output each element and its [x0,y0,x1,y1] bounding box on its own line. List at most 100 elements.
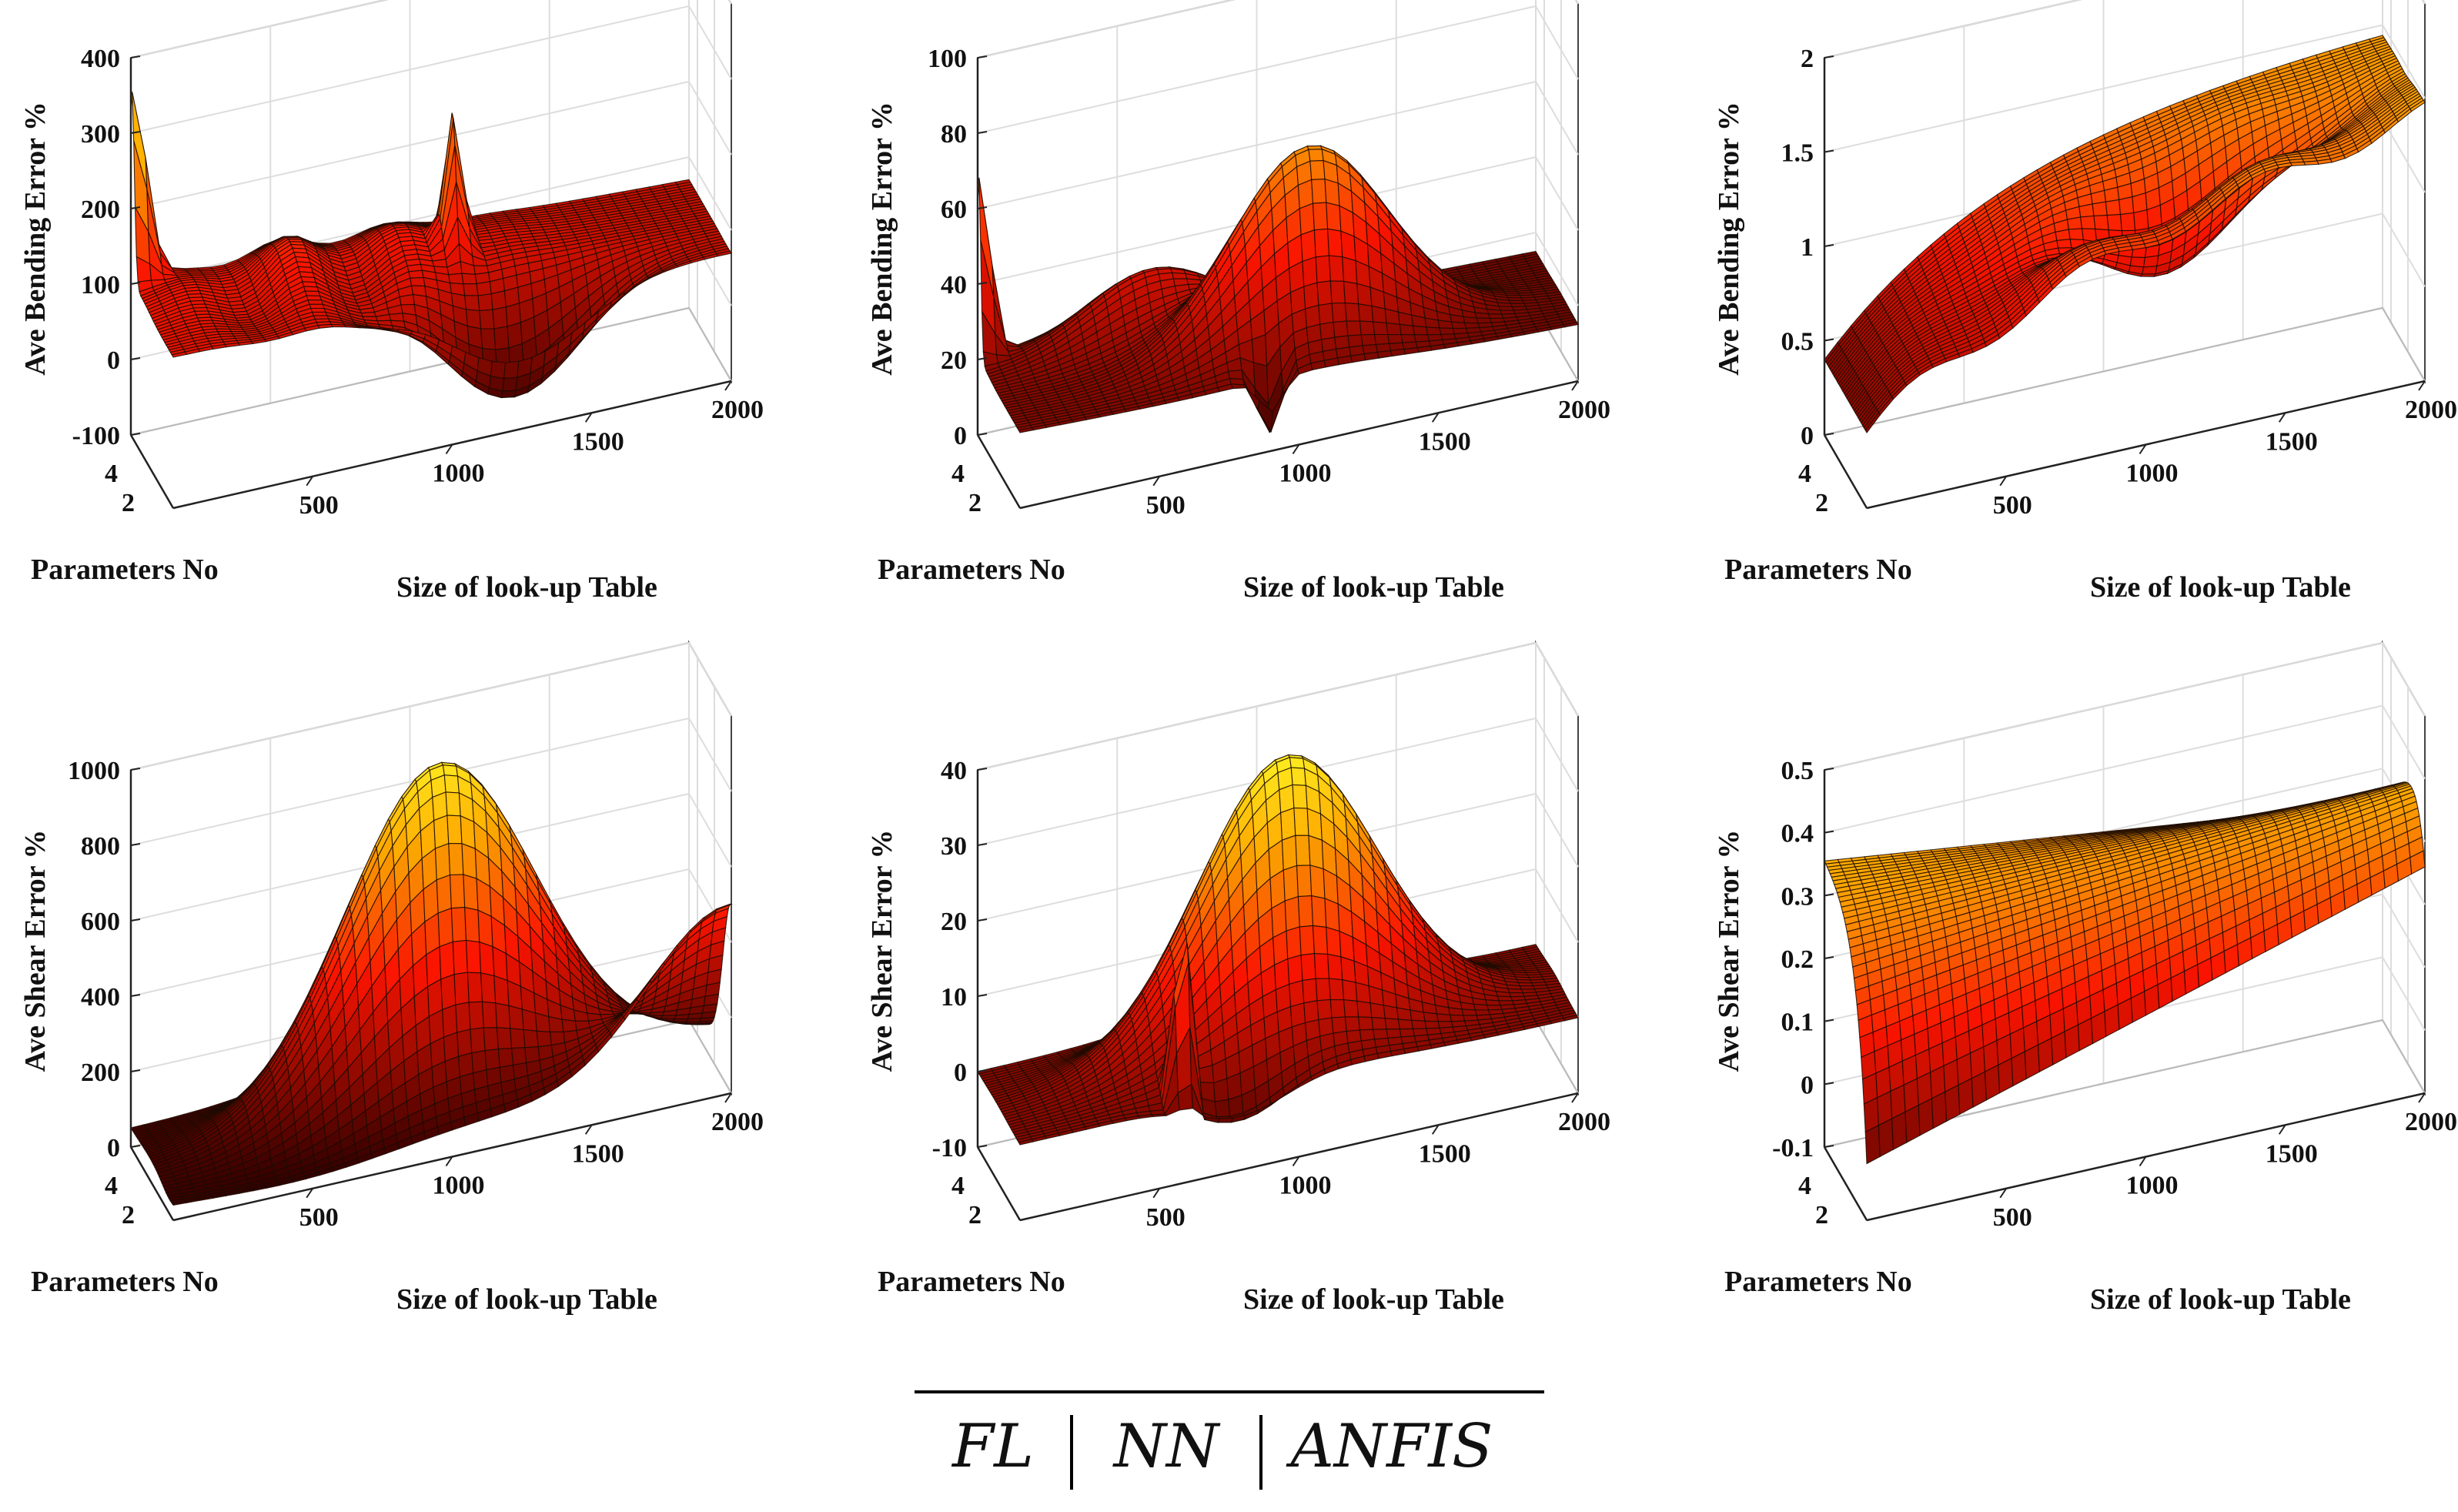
x-axis-title: Size of look-up Table [396,571,657,604]
surface-patch [450,907,467,943]
surface-patch [1463,316,1479,324]
surface-patch [1309,160,1326,180]
z-tick-label: 100 [81,271,120,299]
z-tick-label: 1 [1801,233,1814,262]
surface-patch [476,281,492,296]
surface-patch [495,1002,511,1029]
surface-patch [1342,256,1358,285]
surface-patch [456,1029,473,1058]
surface-patch [1251,333,1268,367]
surface-patch [1390,348,1406,357]
surface-patch [1437,319,1453,329]
surface-patch [440,973,456,1011]
surface-patch [1326,202,1342,232]
surface-patch [2289,161,2306,166]
surface-patch [510,1028,526,1049]
surface-patch [450,874,466,909]
surface-patch [493,975,510,1006]
z-tick-label: 20 [941,346,967,375]
z-tick-label: 60 [941,196,967,224]
surface-patch [2080,215,2096,229]
surface-patch [1228,369,1244,380]
surface-patch [1498,306,1515,311]
z-tick-label: 200 [81,196,120,224]
x-tick-label: 1000 [1279,460,1332,488]
y-tick-label: 4 [1798,460,1811,488]
surface-patch [410,276,426,287]
surface-patch [477,293,493,312]
surface [130,90,732,399]
z-axis-title: Ave Bending Error % [866,102,898,376]
surface-patch [1171,272,1188,279]
surface-patch [467,972,483,1003]
surface-patch [463,283,479,296]
surface-patch [310,307,326,313]
surface-patch [481,1001,498,1029]
surface-patch [1300,229,1316,263]
surface-patch [1230,383,1247,390]
x-tick-label: 500 [1993,491,2032,520]
x-tick-label: 2000 [711,396,764,424]
surface-patch [1328,255,1345,282]
surface-patch [448,273,464,285]
y-axis-line [129,434,175,509]
surface-patch [1302,256,1318,287]
z-gridline [130,0,732,59]
surface-patch [2133,209,2149,231]
surface-patch [1387,333,1403,344]
z-axis-title: Ave Bending Error % [1713,102,1745,376]
surface-patch [1327,228,1343,258]
y-tick-label: 2 [122,489,135,517]
surface-patch [1373,333,1390,346]
z-tick-label: 100 [928,45,967,73]
surface-patch [2119,212,2136,232]
z-axis-title: Ave Bending Error % [19,102,52,376]
surface-patch [503,360,520,380]
surface-patch [304,290,321,296]
surface-patch [1373,321,1389,336]
surface-patch [521,1009,537,1032]
x-tick-label: 1000 [2126,460,2179,488]
surface-patch [1476,317,1493,324]
surface-patch [448,843,464,876]
y-tick-label: 2 [1815,489,1828,517]
surface-patch [480,328,497,350]
x-tick-label: 2000 [2405,396,2457,424]
surface-patch [464,295,480,312]
surface-patch [461,273,477,285]
surface-patch [1344,302,1361,322]
z-tick-label: 80 [941,120,967,149]
surface-patch [360,311,377,317]
surface-patch [2129,256,2146,268]
surface-patch [1416,346,1433,353]
surface-patch [1450,321,1467,329]
x-axis-title: Size of look-up Table [1243,571,1504,604]
x-tick-label: 500 [1146,491,1186,520]
surface-patch [1331,302,1347,323]
surface-patch [1412,325,1429,336]
surface-patch [465,939,482,974]
surface-patch [477,909,493,948]
surface-patch [1376,350,1393,359]
z-tick-label: 400 [81,45,120,73]
surface-patch [452,939,468,975]
surface-patch [2302,160,2319,166]
surface-patch [1357,303,1374,323]
x-tick-label: 1000 [433,460,485,488]
surface-patch [470,1027,486,1054]
surface-patch [442,1004,458,1038]
surface-patch [1303,282,1319,309]
side-pane [688,640,732,1096]
z-tick-label: -100 [72,422,120,450]
z-tick-label: 0 [1801,422,1814,450]
surface-patch [307,299,324,305]
surface-patch [496,1027,513,1050]
surface-patch [433,815,450,849]
x-tick-label: 500 [299,491,339,520]
surface-patch [463,874,479,911]
surface-patch [1474,312,1491,319]
surface-patch [500,390,517,398]
surface-patch [483,1027,499,1052]
surface-patch [502,376,518,392]
